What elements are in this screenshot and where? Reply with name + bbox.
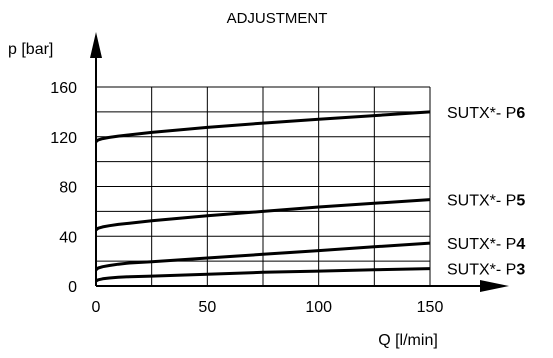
series-label: SUTX*- P4 [447, 236, 525, 253]
y-tick-label: 40 [59, 229, 77, 246]
x-tick-label: 0 [92, 299, 101, 316]
y-tick-label: 0 [68, 279, 77, 296]
series-labels: SUTX*- P6 SUTX*- P5 SUTX*- P4 SUTX*- P3 [447, 105, 525, 279]
y-tick-label: 80 [59, 180, 77, 197]
x-tick-label: 100 [305, 299, 332, 316]
series-line [95, 241, 431, 271]
series-label: SUTX*- P5 [447, 193, 525, 210]
series-lines [95, 110, 431, 283]
y-axis-arrow [90, 32, 102, 58]
x-axis-arrow [480, 280, 509, 292]
x-tick-label: 150 [417, 299, 444, 316]
grid [96, 86, 431, 286]
series-label: SUTX*- P6 [447, 105, 525, 122]
tick-labels: 0 50 100 150 0 40 80 120 160 [50, 80, 443, 316]
y-tick-label: 160 [50, 80, 77, 97]
x-tick-label: 50 [198, 299, 216, 316]
chart-title: ADJUSTMENT [227, 10, 328, 27]
series-label: SUTX*- P3 [447, 262, 525, 279]
series-line [95, 198, 431, 232]
x-axis-label: Q [l/min] [378, 332, 438, 349]
y-tick-label: 120 [50, 130, 77, 147]
series-line [95, 110, 431, 143]
series-line [95, 267, 431, 283]
axes [90, 32, 509, 292]
y-axis-label: p [bar] [8, 41, 53, 58]
